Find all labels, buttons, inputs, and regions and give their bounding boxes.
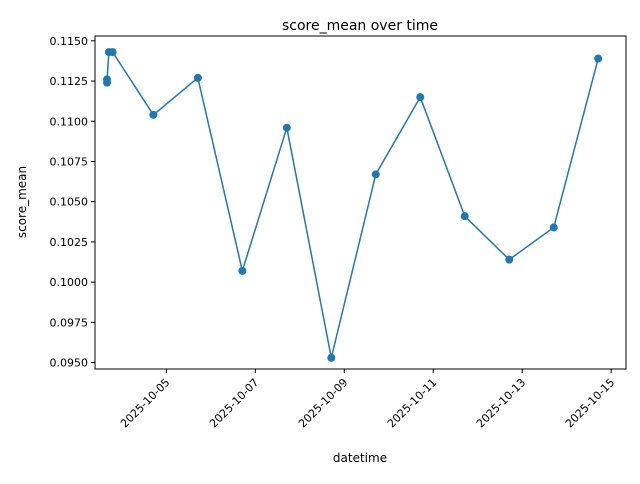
series-line: [106, 51, 599, 358]
x-axis: 2025-10-05 2025-10-07 2025-10-09 2025-10-11…: [118, 369, 617, 430]
data-point: [460, 212, 469, 221]
x-tick-label: 2025-10-07: [207, 376, 261, 430]
y-tick-label: 0.0975: [50, 316, 89, 329]
x-tick-label: 2025-10-15: [563, 376, 617, 430]
y-axis: 0.0950 0.0975 0.1000 0.1025 0.1050 0.1075 0.11…: [50, 35, 95, 370]
data-point: [416, 93, 425, 102]
data-point: [238, 266, 247, 275]
data-point: [103, 75, 112, 84]
y-tick-label: 0.1125: [50, 75, 89, 88]
data-point: [193, 73, 202, 82]
y-tick-label: 0.1150: [50, 35, 89, 48]
x-tick-label: 2025-10-09: [296, 376, 350, 430]
data-point: [282, 123, 291, 132]
data-point: [108, 48, 117, 57]
y-tick-label: 0.1100: [50, 115, 89, 128]
y-axis-label: score_mean: [15, 166, 29, 238]
data-point: [549, 223, 558, 232]
data-point: [327, 353, 336, 362]
y-tick-label: 0.1050: [50, 196, 89, 209]
data-point: [594, 54, 603, 63]
data-point: [149, 110, 158, 119]
y-tick-label: 0.1025: [50, 236, 89, 249]
plot-area-frame: [94, 35, 627, 370]
x-tick-label: 2025-10-11: [385, 376, 439, 430]
data-point: [371, 170, 380, 179]
chart-title: score_mean over time: [282, 18, 438, 34]
series-layer: [103, 48, 603, 362]
x-axis-label: datetime: [333, 451, 387, 465]
x-tick-label: 2025-10-05: [118, 376, 172, 430]
data-point: [505, 255, 514, 264]
y-tick-label: 0.1075: [50, 155, 89, 168]
y-tick-label: 0.1000: [50, 276, 89, 289]
y-tick-label: 0.0950: [50, 357, 89, 370]
x-tick-label: 2025-10-13: [474, 376, 528, 430]
